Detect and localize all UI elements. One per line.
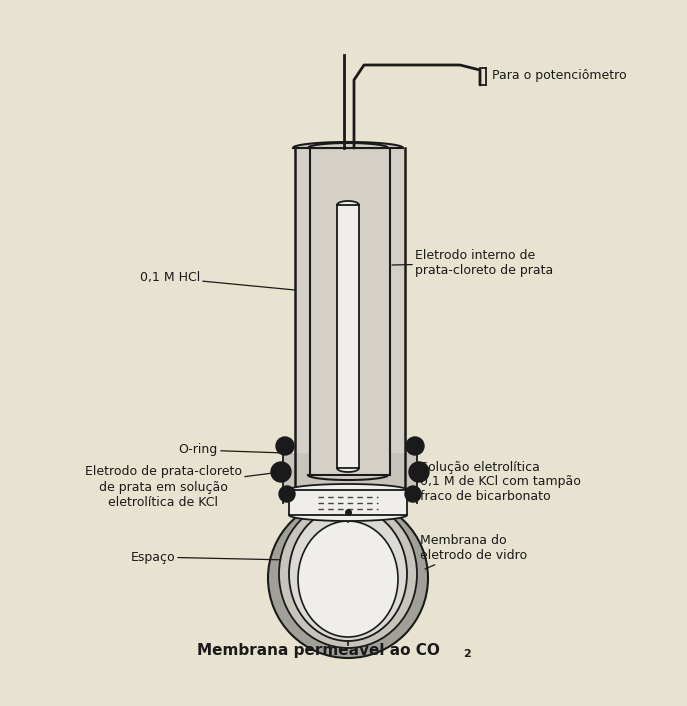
Circle shape xyxy=(271,462,291,482)
Circle shape xyxy=(409,462,429,482)
Text: O-ring: O-ring xyxy=(179,443,285,457)
Polygon shape xyxy=(337,468,359,472)
Text: Eletrodo de prata-cloreto
de prata em solução
eletrolítica de KCl: Eletrodo de prata-cloreto de prata em so… xyxy=(85,465,281,508)
Polygon shape xyxy=(283,453,417,503)
Text: 0,1 M HCl: 0,1 M HCl xyxy=(139,272,295,290)
Polygon shape xyxy=(310,148,390,475)
Circle shape xyxy=(276,437,294,455)
Text: Espaço: Espaço xyxy=(131,551,290,563)
Ellipse shape xyxy=(279,500,417,648)
Circle shape xyxy=(406,437,424,455)
Text: Membrana do
eletrodo de vidro: Membrana do eletrodo de vidro xyxy=(420,534,527,569)
Polygon shape xyxy=(289,515,407,521)
Polygon shape xyxy=(293,142,403,148)
Polygon shape xyxy=(289,490,407,515)
Text: 2: 2 xyxy=(463,649,471,659)
Text: Para o potenciômetro: Para o potenciômetro xyxy=(492,69,627,83)
Text: Eletrodo interno de
prata-cloreto de prata: Eletrodo interno de prata-cloreto de pra… xyxy=(392,249,553,277)
Text: Membrana permeável ao CO: Membrana permeável ao CO xyxy=(196,642,440,658)
Circle shape xyxy=(405,486,421,502)
Ellipse shape xyxy=(298,521,398,637)
Polygon shape xyxy=(295,148,405,492)
Polygon shape xyxy=(289,484,407,490)
Text: Solução eletrolítica
0,1 M de KCl com tampão
fraco de bicarbonato: Solução eletrolítica 0,1 M de KCl com ta… xyxy=(417,460,581,503)
Polygon shape xyxy=(337,205,359,468)
Circle shape xyxy=(279,486,295,502)
Polygon shape xyxy=(308,143,388,148)
Polygon shape xyxy=(308,475,388,480)
Polygon shape xyxy=(337,201,359,205)
Ellipse shape xyxy=(289,507,407,641)
Ellipse shape xyxy=(268,498,428,658)
